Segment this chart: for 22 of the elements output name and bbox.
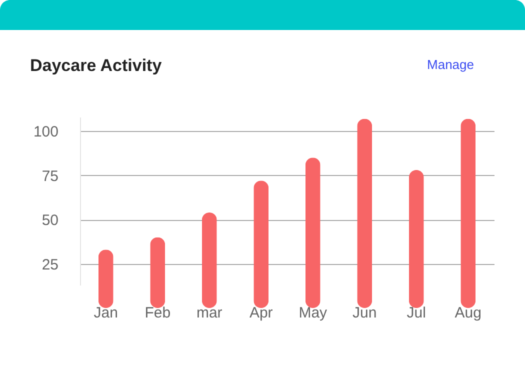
bar: [305, 158, 320, 308]
chart-title: Daycare Activity: [30, 56, 162, 75]
bar: [357, 118, 372, 308]
y-tick-label: 75: [42, 168, 58, 185]
bar: [98, 250, 114, 308]
x-tick-label: Jul: [406, 304, 426, 322]
x-tick-label: Apr: [249, 304, 273, 322]
x-tick-label: Jan: [94, 304, 118, 322]
x-tick-label: Aug: [454, 304, 482, 322]
bar: [460, 118, 476, 308]
bar: [254, 180, 269, 308]
x-tick-label: May: [298, 304, 328, 322]
x-tick-label: Jun: [352, 304, 377, 322]
text: Manage: [427, 57, 474, 72]
y-tick-label: 100: [33, 124, 58, 141]
x-tick-label: Feb: [144, 304, 171, 322]
y-tick-label: 50: [42, 212, 58, 230]
bar: [408, 170, 424, 308]
y-tick-label: 25: [42, 256, 58, 274]
bar: [202, 212, 217, 308]
bar: [150, 237, 166, 308]
x-tick-label: mar: [196, 304, 222, 322]
